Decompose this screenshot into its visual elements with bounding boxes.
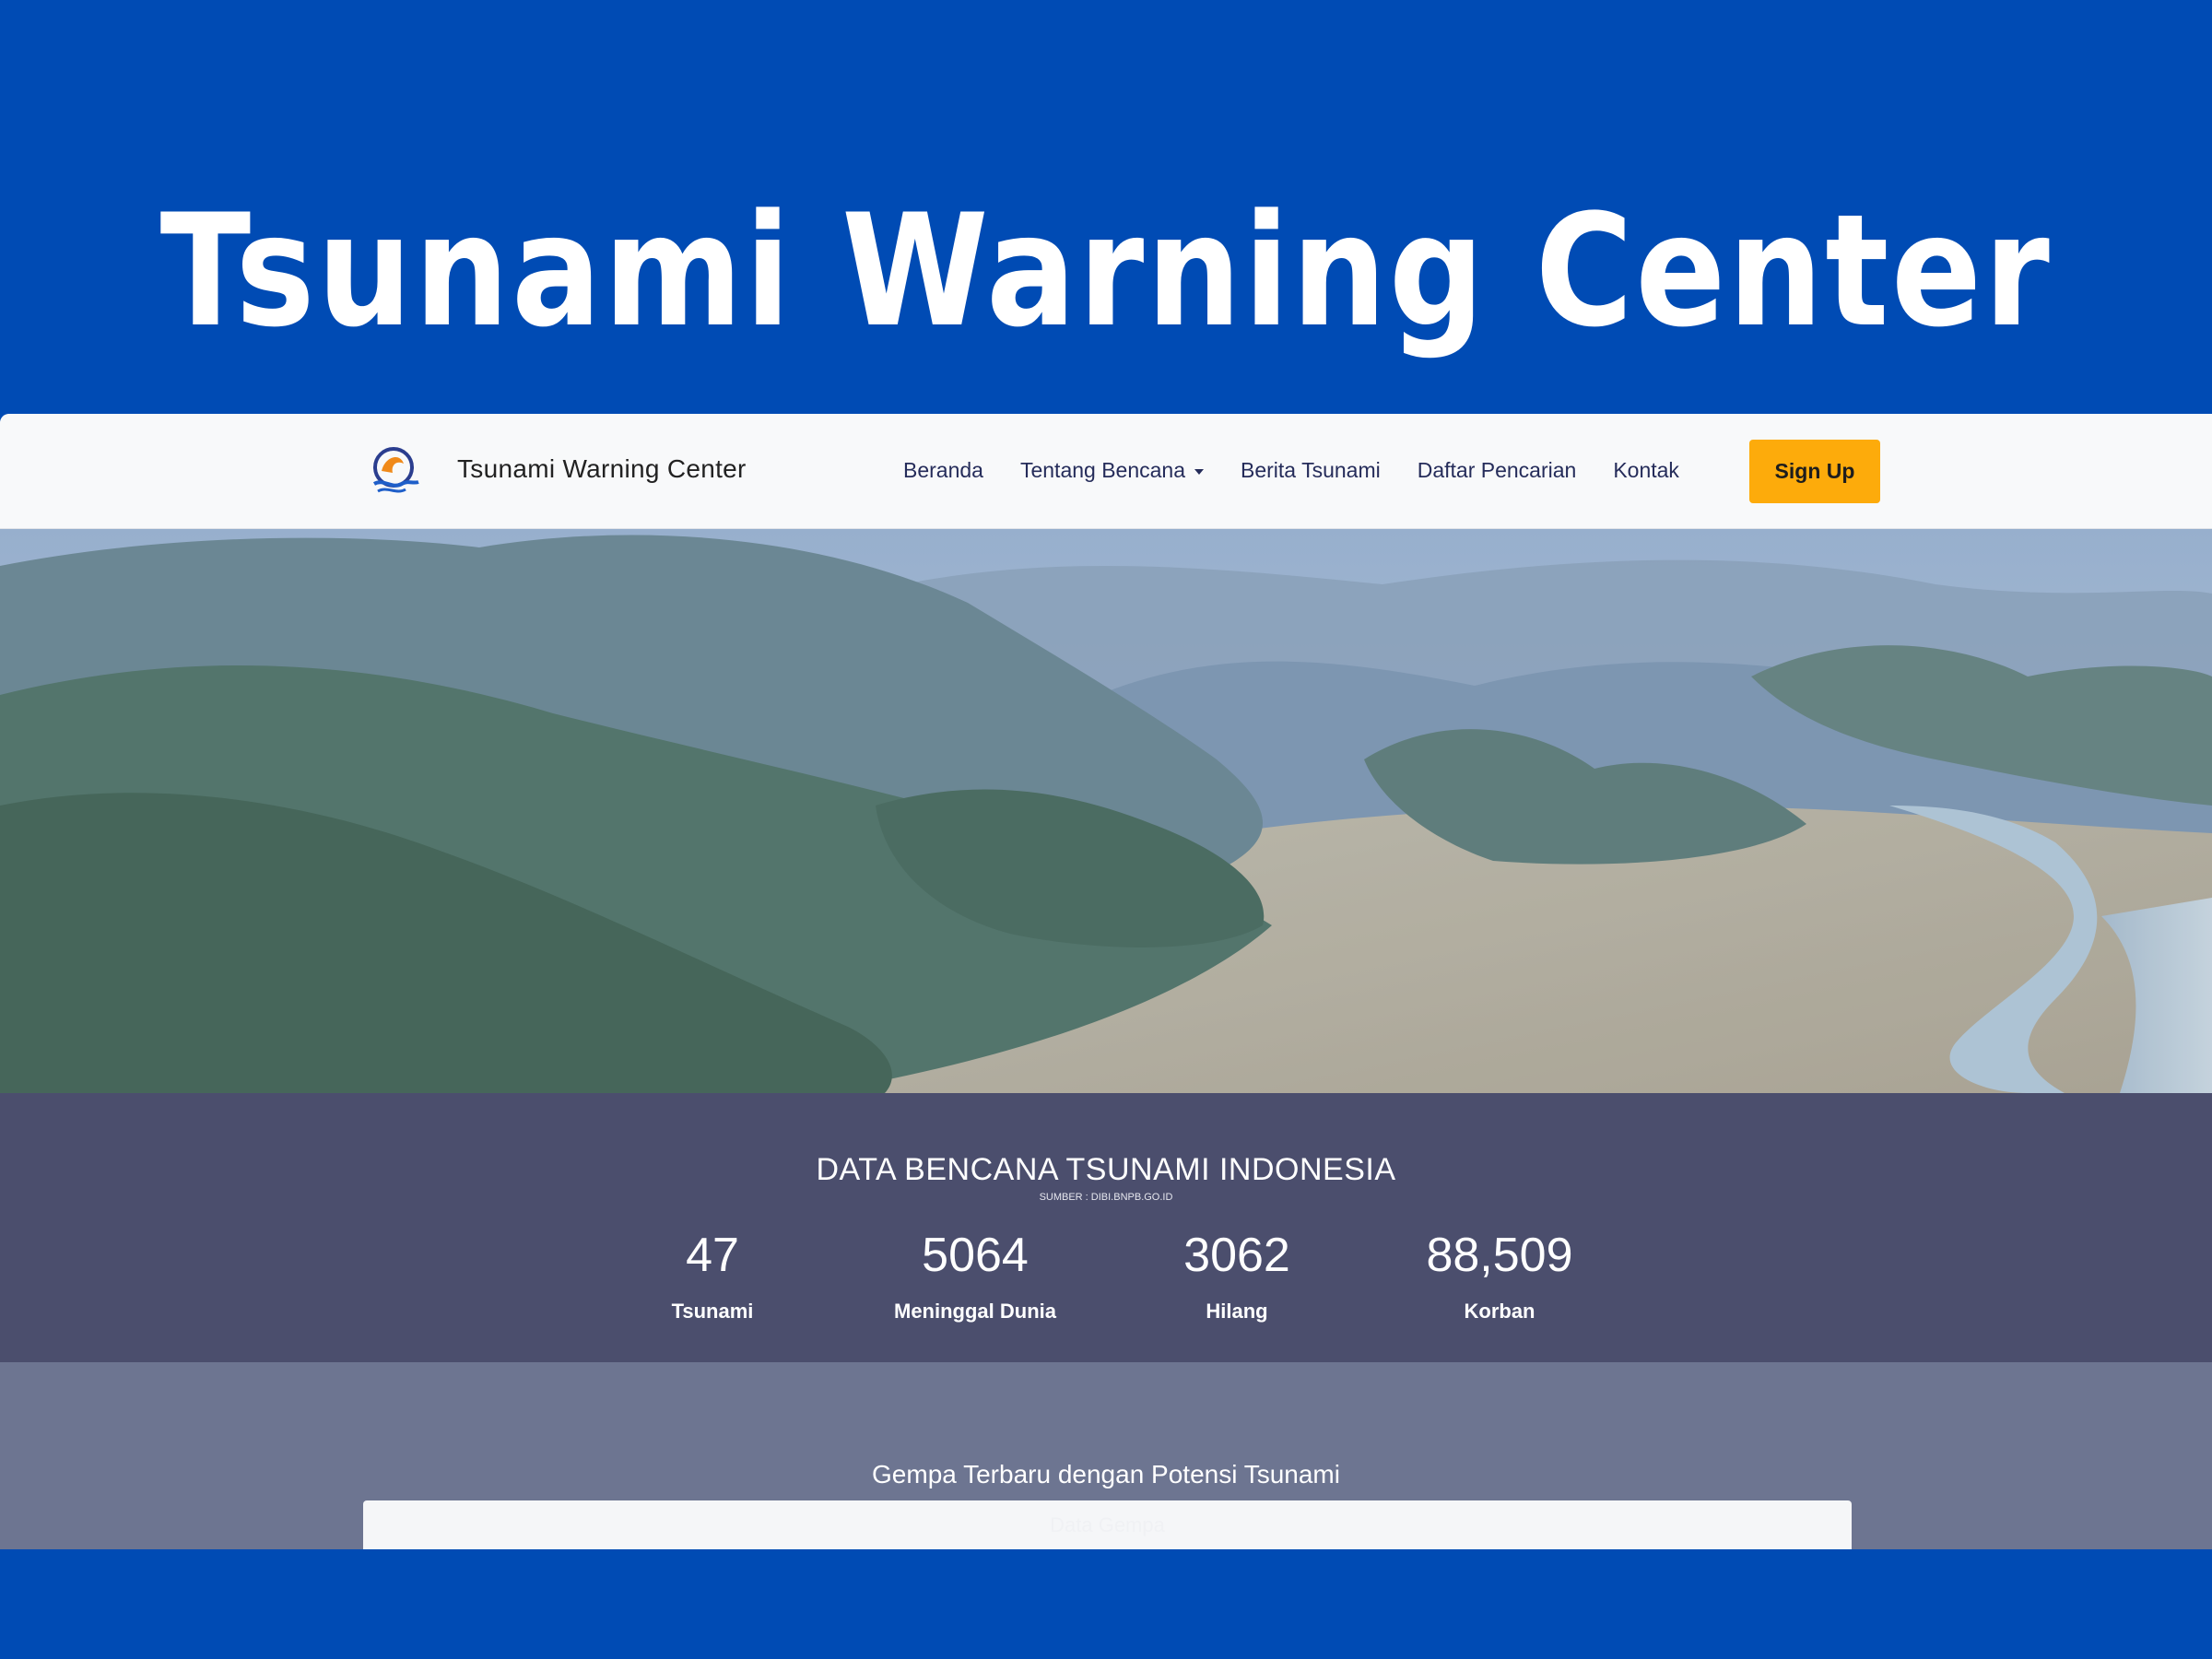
- hero-image: [0, 529, 2212, 1093]
- stat-value: 88,509: [1426, 1229, 1573, 1282]
- stat-korban: 88,509 Korban: [1361, 1231, 1638, 1324]
- nav-link-berita-tsunami[interactable]: Berita Tsunami: [1241, 458, 1381, 482]
- latest-earthquake-section: Gempa Terbaru dengan Potensi Tsunami Dat…: [0, 1362, 2212, 1549]
- navbar: Tsunami Warning Center Beranda Tentang B…: [0, 414, 2212, 529]
- caret-down-icon: [1194, 468, 1205, 475]
- brand-name[interactable]: Tsunami Warning Center: [457, 454, 747, 483]
- section-title: Gempa Terbaru dengan Potensi Tsunami: [872, 1460, 1340, 1488]
- stat-value: 47: [686, 1229, 739, 1282]
- nav-link-kontak[interactable]: Kontak: [1613, 458, 1679, 482]
- data-card-label: Data Gempa: [1050, 1513, 1165, 1536]
- stats-title: DATA BENCANA TSUNAMI INDONESIA: [816, 1152, 1396, 1187]
- stat-value: 5064: [922, 1229, 1029, 1282]
- stat-meninggal-dunia: 5064 Meninggal Dunia: [837, 1231, 1113, 1324]
- stat-value: 3062: [1183, 1229, 1290, 1282]
- earthquake-data-card[interactable]: Data Gempa: [363, 1500, 1852, 1549]
- stat-label: Meninggal Dunia: [894, 1300, 1056, 1323]
- stat-label: Korban: [1464, 1300, 1535, 1323]
- wave-logo-icon[interactable]: [369, 443, 422, 499]
- nav-menu: Beranda Tentang Bencana Berita Tsunami D…: [903, 458, 1716, 483]
- stat-hilang: 3062 Hilang: [1099, 1231, 1375, 1324]
- stat-tsunami: 47 Tsunami: [574, 1231, 851, 1324]
- website-screenshot: Tsunami Warning Center Beranda Tentang B…: [0, 414, 2212, 1549]
- stat-label: Tsunami: [671, 1300, 754, 1323]
- nav-link-label: Tentang Bencana: [1019, 458, 1186, 482]
- nav-link-daftar-pencarian[interactable]: Daftar Pencarian: [1417, 458, 1577, 482]
- stats-source: SUMBER : DIBI.BNPB.GO.ID: [1039, 1192, 1173, 1203]
- nav-link-beranda[interactable]: Beranda: [903, 458, 983, 482]
- stat-label: Hilang: [1206, 1300, 1268, 1323]
- signup-button[interactable]: Sign Up: [1749, 440, 1880, 503]
- promo-title: Tsunami Warning Center: [159, 181, 2053, 361]
- stats-section: DATA BENCANA TSUNAMI INDONESIA SUMBER : …: [0, 1093, 2212, 1362]
- nav-link-tentang-bencana[interactable]: Tentang Bencana: [1019, 458, 1205, 483]
